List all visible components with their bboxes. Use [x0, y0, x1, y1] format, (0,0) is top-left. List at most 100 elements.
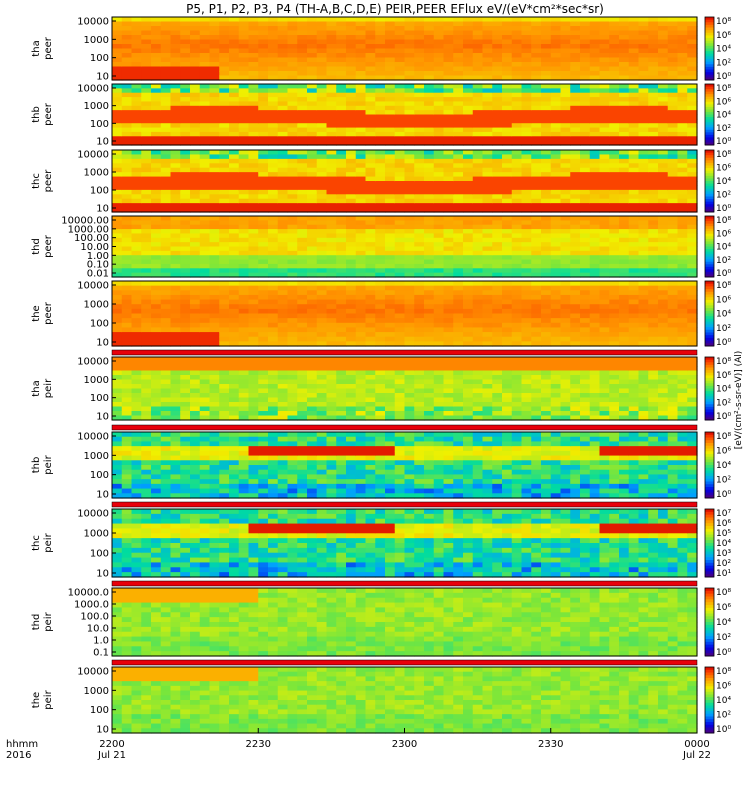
heatmap-cell: [307, 168, 317, 173]
heatmap-cell: [483, 199, 493, 204]
heatmap-cell: [619, 286, 629, 291]
heatmap-cell: [317, 362, 327, 367]
heatmap-cell: [502, 203, 512, 208]
heatmap-cell: [180, 185, 190, 190]
heatmap-cell: [473, 238, 483, 243]
heatmap-cell: [180, 290, 190, 295]
heatmap-cell: [522, 17, 532, 22]
heatmap-cell: [141, 268, 151, 273]
heatmap-cell: [346, 49, 356, 54]
heatmap-cell: [161, 44, 171, 49]
heatmap-cell: [678, 110, 688, 115]
heatmap-cell: [541, 327, 551, 332]
heatmap-cell: [112, 159, 122, 164]
heatmap-cell: [366, 62, 376, 67]
heatmap-cell: [687, 286, 697, 291]
heatmap-cell: [473, 88, 483, 93]
heatmap-cell: [531, 93, 541, 98]
heatmap-cell: [258, 136, 268, 141]
heatmap-cell: [629, 194, 639, 199]
heatmap-cell: [639, 150, 649, 155]
heatmap-cell: [405, 106, 415, 111]
heatmap-cell: [678, 128, 688, 133]
heatmap-cell: [483, 304, 493, 309]
heatmap-cell: [366, 242, 376, 247]
heatmap-cell: [639, 281, 649, 286]
heatmap-cell: [229, 84, 239, 89]
heatmap-cell: [239, 380, 249, 385]
heatmap-cell: [122, 393, 132, 398]
panel-thd-peer: 10000.001000.00100.0010.001.000.100.01th…: [31, 216, 731, 280]
heatmap-cell: [483, 17, 493, 22]
heatmap-cell: [239, 58, 249, 63]
heatmap-cell: [229, 371, 239, 376]
heatmap-cell: [502, 281, 512, 286]
heatmap-cell: [434, 290, 444, 295]
heatmap-cell: [473, 181, 483, 186]
heatmap-cell: [385, 225, 395, 230]
heatmap-cell: [346, 402, 356, 407]
heatmap-cell: [453, 31, 463, 36]
heatmap-cell: [219, 71, 229, 76]
heatmap-cell: [473, 154, 483, 159]
heatmap-cell: [678, 44, 688, 49]
heatmap-cell: [385, 389, 395, 394]
heatmap-cell: [444, 177, 454, 182]
heatmap-cell: [424, 123, 434, 128]
heatmap-cell: [405, 309, 415, 314]
heatmap-cell: [687, 247, 697, 252]
heatmap-cell: [132, 71, 142, 76]
heatmap-cell: [600, 190, 610, 195]
heatmap-cell: [444, 185, 454, 190]
heatmap-cell: [317, 159, 327, 164]
heatmap-cell: [405, 323, 415, 328]
heatmap-cell: [249, 203, 259, 208]
heatmap-cell: [327, 136, 337, 141]
heatmap-cell: [590, 84, 600, 89]
heatmap-cell: [288, 40, 298, 45]
heatmap-cell: [502, 362, 512, 367]
heatmap-cell: [356, 314, 366, 319]
heatmap-cell: [473, 398, 483, 403]
heatmap-cell: [171, 242, 181, 247]
heatmap-cell: [327, 203, 337, 208]
heatmap-cell: [229, 327, 239, 332]
heatmap-cell: [258, 119, 268, 124]
heatmap-cell: [512, 115, 522, 120]
heatmap-cell: [551, 154, 561, 159]
heatmap-cell: [132, 375, 142, 380]
heatmap-cell: [327, 362, 337, 367]
heatmap-cell: [268, 380, 278, 385]
heatmap-cell: [541, 40, 551, 45]
heatmap-cell: [210, 380, 220, 385]
heatmap-cell: [366, 154, 376, 159]
heatmap-cell: [414, 323, 424, 328]
heatmap-cell: [288, 337, 298, 342]
heatmap-cell: [132, 58, 142, 63]
heatmap-cell: [414, 67, 424, 72]
heatmap-cell: [210, 17, 220, 22]
heatmap-cell: [687, 40, 697, 45]
heatmap-cell: [483, 268, 493, 273]
heatmap-cell: [249, 177, 259, 182]
heatmap-cell: [541, 35, 551, 40]
heatmap-cell: [219, 58, 229, 63]
heatmap-cell: [288, 229, 298, 234]
heatmap-cell: [531, 17, 541, 22]
heatmap-cell: [405, 281, 415, 286]
heatmap-cell: [648, 35, 658, 40]
heatmap-cell: [219, 229, 229, 234]
heatmap-cell: [307, 314, 317, 319]
heatmap-cell: [678, 290, 688, 295]
heatmap-cell: [395, 177, 405, 182]
heatmap-cell: [336, 110, 346, 115]
heatmap-cell: [239, 53, 249, 58]
heatmap-cell: [492, 260, 502, 265]
heatmap-cell: [356, 71, 366, 76]
heatmap-cell: [141, 49, 151, 54]
heatmap-cell: [473, 260, 483, 265]
heatmap-cell: [502, 44, 512, 49]
heatmap-cell: [258, 393, 268, 398]
heatmap-cell: [444, 357, 454, 362]
heatmap-cell: [463, 411, 473, 416]
